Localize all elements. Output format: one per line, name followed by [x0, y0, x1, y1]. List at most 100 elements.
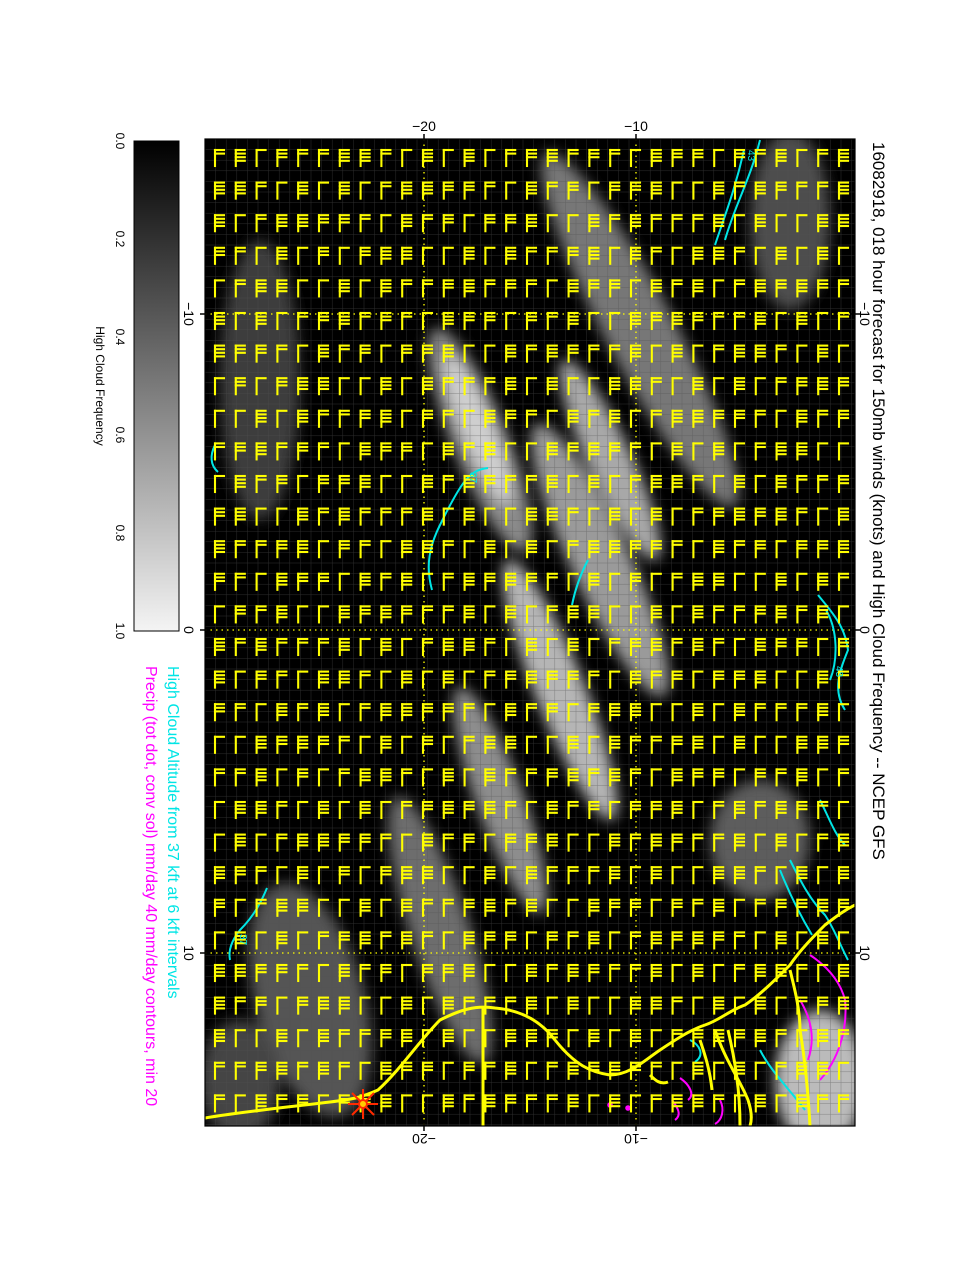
wind-barb-icon — [505, 703, 517, 722]
wind-barb-icon — [380, 963, 392, 983]
wind-barb-icon — [567, 637, 579, 657]
wind-barb-icon — [213, 148, 226, 168]
wind-barb-icon — [317, 181, 330, 200]
wind-barb-icon — [484, 800, 496, 820]
colorbar-tick-label: 0.0 — [113, 133, 127, 150]
wind-barb-icon — [338, 735, 350, 754]
wind-barb-icon — [484, 148, 496, 168]
wind-barb-icon — [817, 1061, 829, 1080]
wind-barb-icon — [401, 148, 413, 168]
wind-barb-icon — [629, 963, 642, 983]
wind-barb-icon — [733, 931, 746, 950]
wind-barb-icon — [525, 768, 538, 787]
wind-barb-icon — [546, 279, 558, 298]
wind-barb-icon — [588, 996, 600, 1015]
wind-barb-icon — [629, 344, 642, 363]
wind-barb-icon — [629, 800, 642, 820]
wind-barb-icon — [380, 768, 392, 787]
wind-barb-icon — [505, 442, 517, 461]
wind-barb-icon — [213, 996, 226, 1015]
wind-barb-icon — [484, 637, 496, 657]
wind-barb-icon — [775, 409, 787, 428]
wind-barb-icon — [484, 1061, 496, 1080]
wind-barb-icon — [567, 1094, 579, 1113]
wind-barb-icon — [338, 931, 350, 950]
wind-barb-icon — [276, 572, 288, 591]
wind-barb-icon — [817, 703, 829, 722]
wind-barb-icon — [650, 540, 662, 559]
contour-label-lower: 37 — [237, 934, 248, 946]
wind-barb-icon — [692, 181, 704, 200]
wind-barb-icon — [671, 279, 683, 298]
wind-barb-icon — [276, 963, 288, 983]
wind-barb-icon — [713, 833, 725, 852]
wind-barb-icon — [463, 311, 475, 331]
wind-barb-icon — [837, 898, 850, 917]
left-tick-label-2: 0 — [181, 626, 197, 634]
wind-barb-icon — [546, 703, 558, 722]
wind-barb-icon — [609, 311, 621, 331]
wind-barb-icon — [484, 214, 496, 233]
wind-barb-icon — [671, 605, 683, 624]
wind-barb-icon — [713, 344, 725, 363]
wind-barb-icon — [463, 572, 475, 591]
wind-barb-icon — [338, 996, 350, 1015]
wind-barb-icon — [317, 703, 330, 722]
wind-barb-icon — [775, 214, 787, 233]
wind-barb-icon — [442, 931, 454, 950]
wind-barb-icon — [567, 246, 579, 265]
wind-barb-icon — [421, 409, 434, 428]
wind-barb-icon — [525, 214, 538, 233]
wind-barb-icon — [442, 572, 454, 591]
wind-barb-icon — [650, 181, 662, 200]
wind-barb-icon — [234, 898, 246, 917]
wind-barb-icon — [567, 768, 579, 787]
wind-barb-icon — [775, 800, 787, 820]
wind-barb-icon — [609, 474, 621, 494]
wind-barb-icon — [463, 148, 475, 168]
wind-barb-icon — [401, 833, 413, 852]
wind-barb-icon — [401, 214, 413, 233]
wind-barb-icon — [484, 377, 496, 396]
wind-barb-icon — [213, 279, 226, 298]
wind-barb-icon — [754, 931, 766, 950]
precip-contours — [607, 954, 847, 1125]
wind-barb-icon — [317, 377, 330, 396]
colorbar-tick-label: 0.6 — [113, 427, 127, 444]
wind-barb-icon — [796, 507, 808, 526]
wind-barb-icon — [297, 898, 309, 917]
wind-barb-icon — [234, 507, 246, 526]
wind-barb-icon — [276, 703, 288, 722]
wind-barb-icon — [609, 344, 621, 363]
wind-barb-icon — [588, 507, 600, 526]
colorbar-tick-label: 0.2 — [113, 231, 127, 248]
wind-barb-icon — [380, 1094, 392, 1113]
wind-barb-icon — [817, 572, 829, 591]
wind-barb-icon — [484, 703, 496, 722]
wind-barb-icon — [525, 344, 538, 363]
wind-barb-icon — [317, 474, 330, 494]
wind-barb-icon — [359, 474, 371, 494]
location-marker-icon — [348, 1089, 378, 1119]
colorbar-tick-label: 1.0 — [113, 623, 127, 640]
wind-barb-icon — [421, 474, 434, 494]
wind-barb-icon — [484, 866, 496, 885]
wind-barb-icon — [671, 311, 683, 331]
wind-barb-icon — [255, 866, 267, 885]
wind-barb-icon — [317, 572, 330, 591]
wind-barb-icon — [297, 735, 309, 754]
wind-barb-icon — [359, 1029, 371, 1048]
wind-barb-icon — [796, 898, 808, 917]
wind-barb-icon — [837, 344, 850, 363]
wind-barb-icon — [692, 833, 704, 852]
wind-barb-icon — [463, 703, 475, 722]
wind-barb-icon — [775, 898, 787, 917]
wind-barb-icon — [359, 898, 371, 917]
wind-barb-icon — [796, 703, 808, 722]
wind-barb-icon — [401, 507, 413, 526]
wind-barb-icon — [401, 344, 413, 363]
wind-barb-icon — [401, 866, 413, 885]
wind-barb-icon — [380, 246, 392, 265]
wind-barb-icon — [650, 474, 662, 494]
wind-barb-icon — [754, 963, 766, 983]
